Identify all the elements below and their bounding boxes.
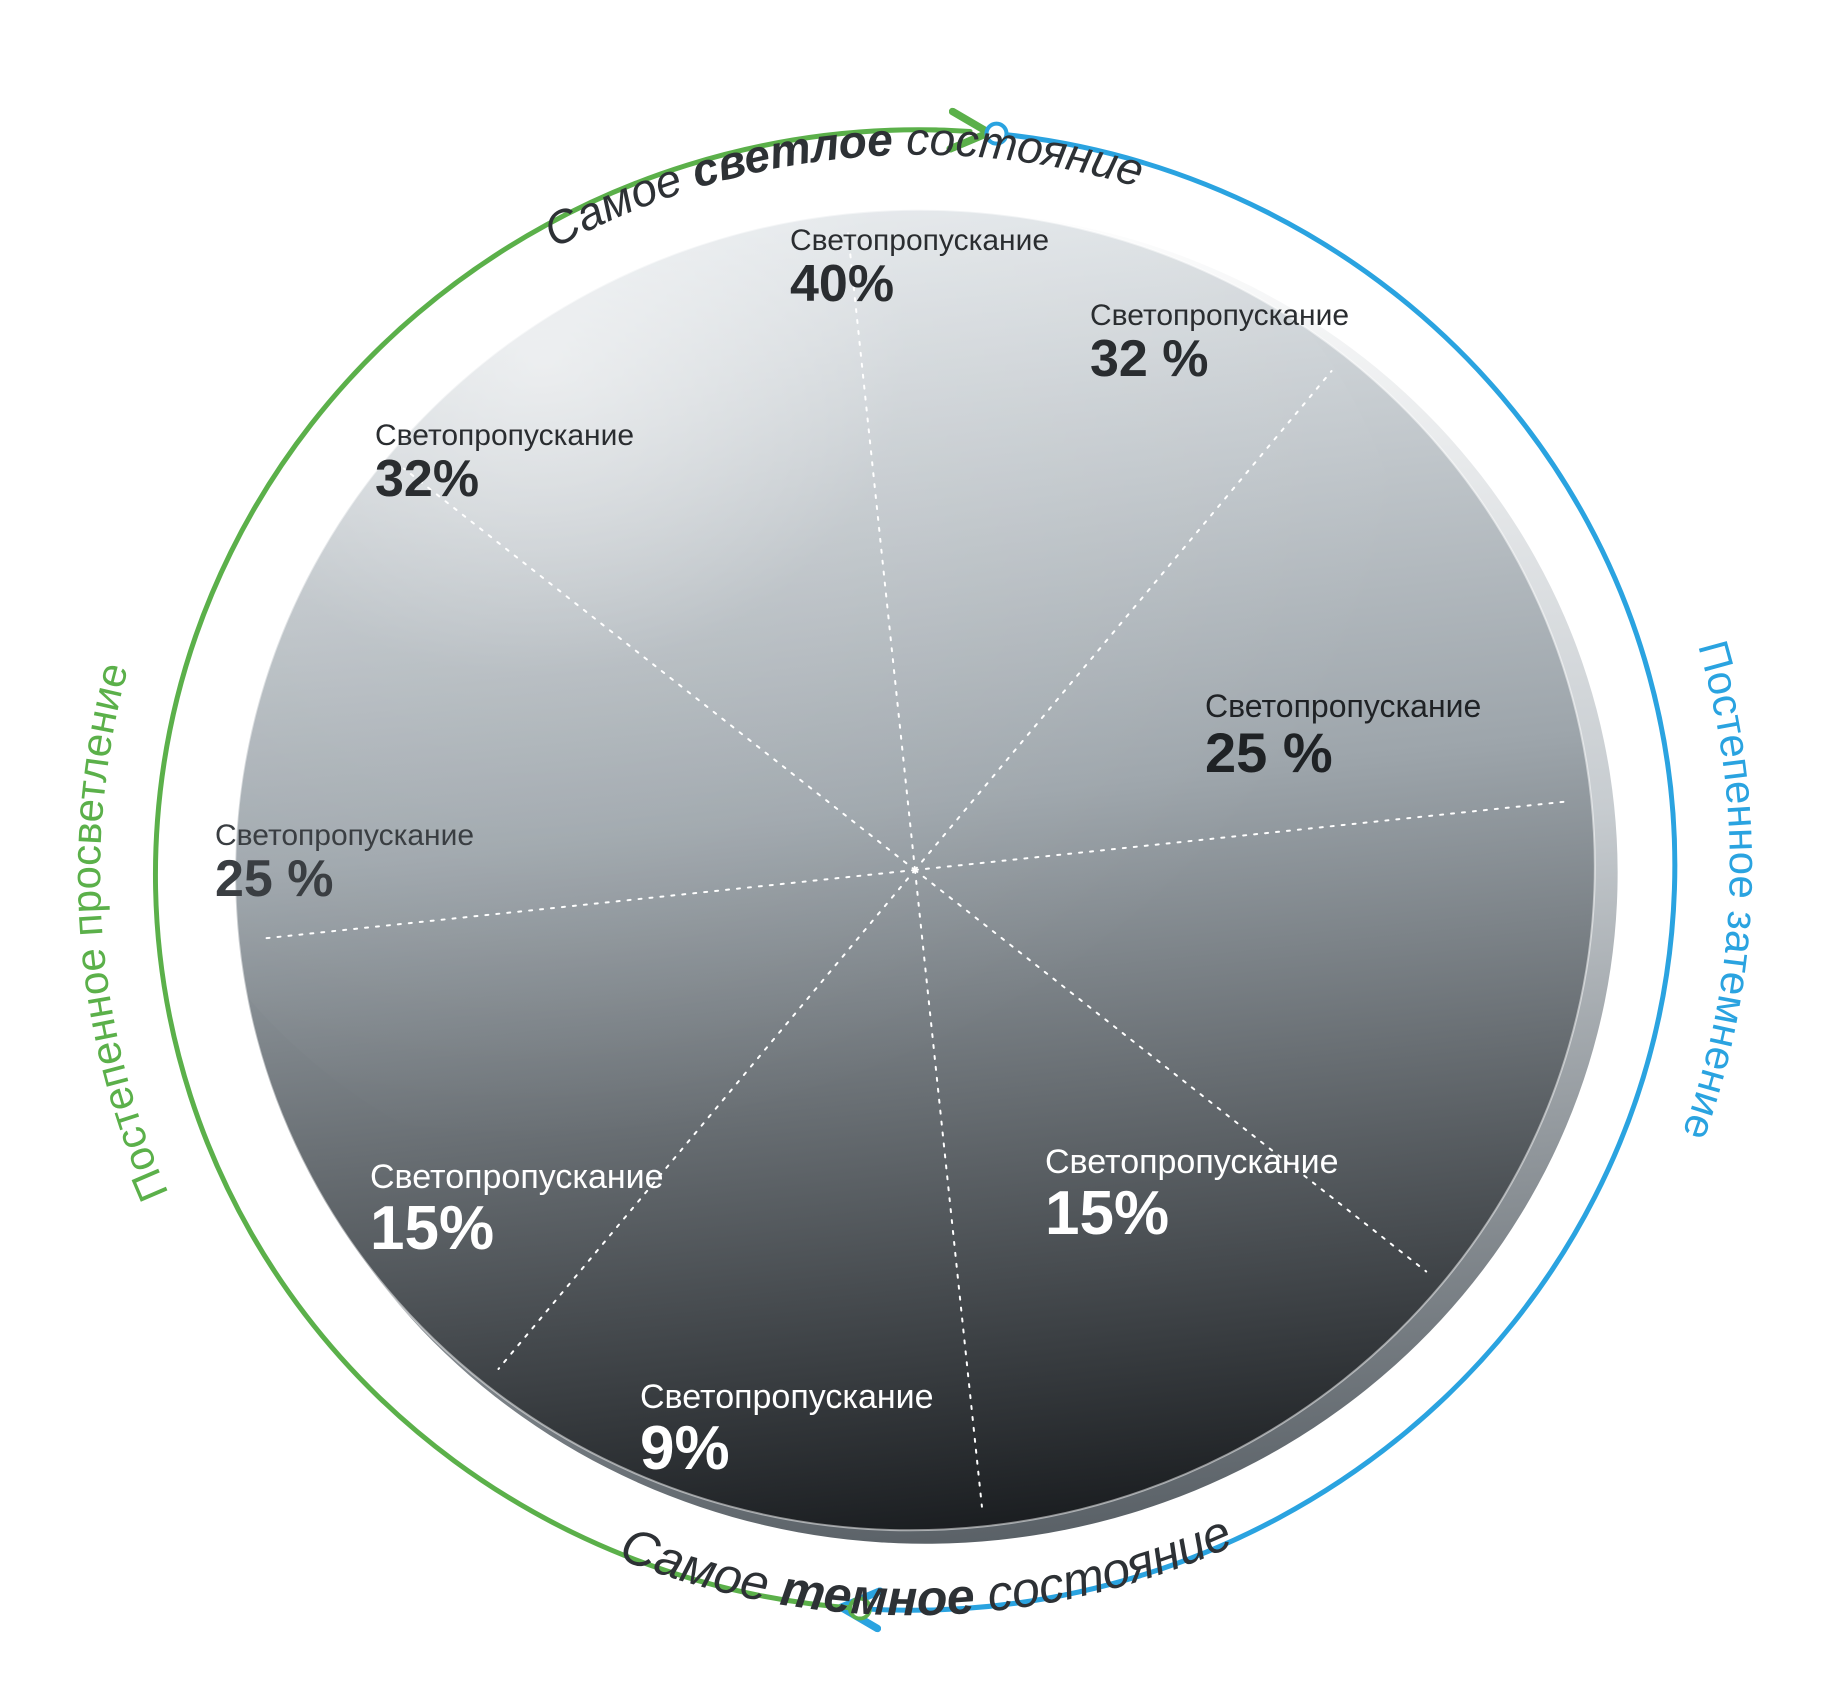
segment-word: Светопропускание (370, 1160, 664, 1196)
segment-label: Светопропускание32 % (1090, 300, 1349, 386)
segment-word: Светопропускание (790, 225, 1049, 257)
infographic-stage: Самое светлое состояние Самое темное сос… (0, 0, 1830, 1707)
segment-word: Светопропускание (375, 420, 634, 452)
segment-value: 32 % (1090, 332, 1349, 387)
segment-word: Светопропускание (1090, 300, 1349, 332)
segment-value: 32% (375, 452, 634, 507)
segment-label: Светопропускание25 % (215, 820, 474, 906)
segment-word: Светопропускание (1205, 690, 1481, 724)
segment-label: Светопропускание15% (370, 1160, 664, 1261)
segment-value: 9% (640, 1416, 934, 1481)
segment-value: 25 % (1205, 724, 1481, 783)
segment-label: Светопропускание9% (640, 1380, 934, 1481)
segment-value: 15% (370, 1196, 664, 1261)
segment-word: Светопропускание (215, 820, 474, 852)
segment-word: Светопропускание (640, 1380, 934, 1416)
segment-word: Светопропускание (1045, 1145, 1339, 1181)
segment-label: Светопропускание40% (790, 225, 1049, 311)
segment-value: 25 % (215, 852, 474, 907)
segment-label: Светопропускание15% (1045, 1145, 1339, 1246)
segment-value: 15% (1045, 1181, 1339, 1246)
segment-label: Светопропускание25 % (1205, 690, 1481, 782)
label-darkening: Постепенное затемнение (1674, 635, 1768, 1146)
segment-value: 40% (790, 257, 1049, 312)
segment-label: Светопропускание32% (375, 420, 634, 506)
